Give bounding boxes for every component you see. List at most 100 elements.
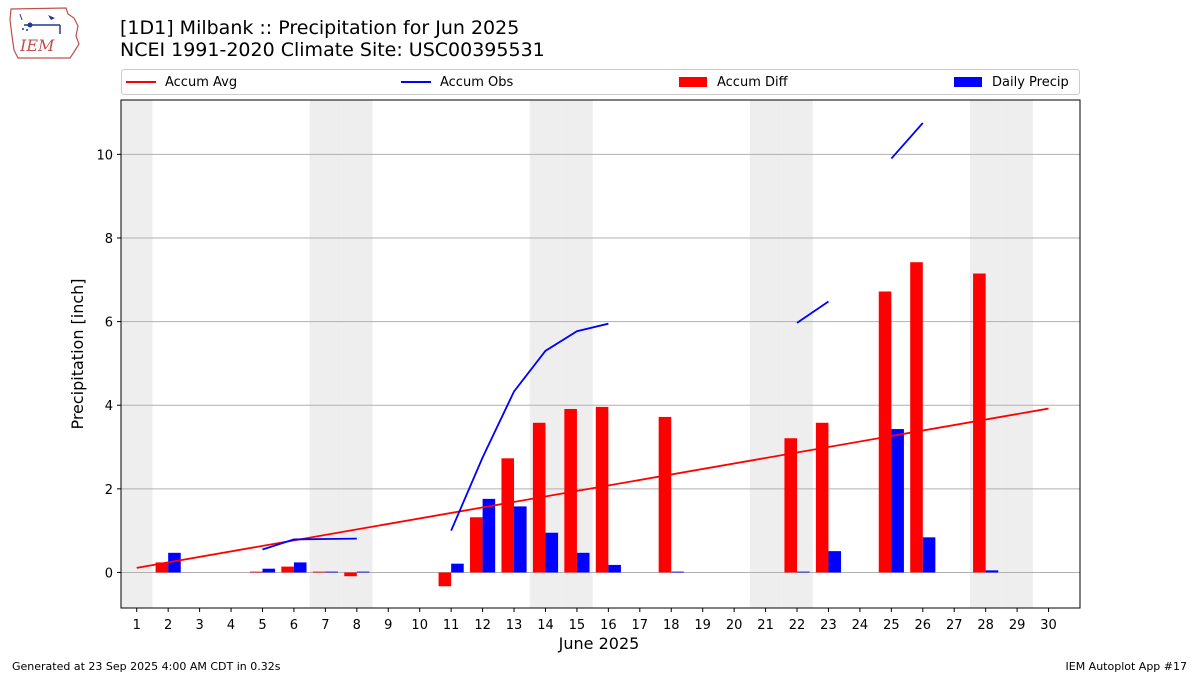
logo-text: IEM xyxy=(19,36,55,55)
legend-label-daily-precip: Daily Precip xyxy=(992,74,1069,90)
x-tick-label: 30 xyxy=(1040,618,1057,633)
accum-obs-line-segment xyxy=(890,122,924,160)
daily-precip-bar xyxy=(482,498,496,573)
x-tick-label: 19 xyxy=(694,618,711,633)
y-tick-label: 0 xyxy=(105,566,113,581)
x-tick-label: 6 xyxy=(290,618,298,633)
daily-precip-bar xyxy=(514,506,527,573)
line-layer xyxy=(136,122,1049,569)
daily-precip-bar xyxy=(576,552,590,573)
x-tick-label: 28 xyxy=(977,618,994,633)
legend-item-accum-obs: Accum Obs xyxy=(401,70,513,94)
legend-label-accum-diff: Accum Diff xyxy=(717,74,788,90)
x-tick-label: 13 xyxy=(506,618,523,633)
bar-layer xyxy=(155,262,999,587)
x-tick-label: 27 xyxy=(946,618,963,633)
accum-diff-bar xyxy=(595,406,609,573)
accum-diff-bar xyxy=(564,408,577,573)
weekend-band xyxy=(121,100,153,608)
weekend-shading-layer xyxy=(121,100,1033,608)
weekend-band xyxy=(309,100,342,608)
daily-precip-bar xyxy=(325,571,338,573)
x-tick-label: 14 xyxy=(537,618,554,633)
daily-precip-bar xyxy=(168,552,181,573)
accum-diff-bar xyxy=(501,458,515,573)
x-tick-label: 7 xyxy=(321,618,329,633)
iem-iowa-logo-icon xyxy=(9,7,80,59)
legend-item-daily-precip: Daily Precip xyxy=(954,70,1069,94)
accum-diff-bar xyxy=(658,416,672,573)
y-tick-label: 10 xyxy=(96,148,113,163)
y-tick-label: 6 xyxy=(105,316,113,331)
daily-precip-bar xyxy=(985,570,999,573)
chart-legend: Accum Avg Accum Obs Accum Diff Daily Pre… xyxy=(121,69,1080,95)
legend-item-accum-avg: Accum Avg xyxy=(126,70,237,94)
accum-diff-bar xyxy=(973,273,986,573)
legend-swatch-accum-diff xyxy=(679,77,707,87)
chart-title: [1D1] Milbank :: Precipitation for Jun 2… xyxy=(120,17,520,39)
weekend-band xyxy=(749,100,782,608)
daily-precip-bar xyxy=(797,571,810,573)
x-tick-label: 12 xyxy=(474,618,491,633)
y-tick-label: 4 xyxy=(105,399,113,414)
daily-precip-bar xyxy=(828,551,842,573)
x-tick-label: 15 xyxy=(569,618,586,633)
x-tick-label: 23 xyxy=(820,618,837,633)
y-axis-label: Precipitation [inch] xyxy=(68,278,87,429)
accum-obs-line-segment xyxy=(796,300,829,324)
accum-diff-bar xyxy=(155,562,169,573)
x-tick-label: 5 xyxy=(258,618,266,633)
daily-precip-bar xyxy=(922,537,936,573)
weekend-band xyxy=(1001,100,1033,608)
legend-swatch-accum-obs xyxy=(401,81,431,83)
accum-diff-bar xyxy=(784,438,798,573)
accum-diff-bar xyxy=(344,572,357,577)
x-tick-label: 4 xyxy=(227,618,235,633)
daily-precip-bar xyxy=(262,568,276,573)
x-tick-label: 26 xyxy=(915,618,932,633)
accum-obs-line-segment xyxy=(450,322,609,532)
x-tick-label: 18 xyxy=(663,618,680,633)
accum-diff-bar xyxy=(438,572,452,587)
legend-swatch-accum-avg xyxy=(126,81,156,83)
x-tick-label: 16 xyxy=(600,618,617,633)
accum-diff-bar xyxy=(249,571,263,573)
x-tick-label: 8 xyxy=(353,618,361,633)
accum-diff-bar xyxy=(281,566,294,573)
x-axis-label: June 2025 xyxy=(558,634,640,653)
y-tick-label: 8 xyxy=(105,232,113,247)
chart-subtitle: NCEI 1991-2020 Climate Site: USC00395531 xyxy=(120,39,545,61)
accum-diff-bar xyxy=(910,262,923,573)
daily-precip-bar xyxy=(451,563,464,573)
x-tick-label: 3 xyxy=(195,618,203,633)
daily-precip-bar xyxy=(891,429,904,573)
footer-app-text: IEM Autoplot App #17 xyxy=(1065,660,1188,673)
daily-precip-bar xyxy=(545,532,559,573)
iem-logo: IEM xyxy=(9,7,80,59)
daily-precip-bar xyxy=(608,564,621,573)
x-tick-label: 22 xyxy=(789,618,806,633)
daily-precip-bar xyxy=(356,571,370,573)
weekend-band xyxy=(341,100,373,608)
legend-swatch-daily-precip xyxy=(954,77,982,87)
accum-diff-bar xyxy=(312,571,326,573)
legend-label-accum-avg: Accum Avg xyxy=(165,74,238,90)
accum-diff-bar xyxy=(815,422,829,573)
x-tick-label: 1 xyxy=(133,618,141,633)
accum-obs-line-segment xyxy=(262,537,357,551)
x-tick-label: 9 xyxy=(384,618,392,633)
x-tick-label: 10 xyxy=(411,618,428,633)
x-tick-label: 2 xyxy=(164,618,172,633)
accum-diff-bar xyxy=(878,291,892,573)
accum-diff-bar xyxy=(470,517,483,573)
x-tick-label: 21 xyxy=(757,618,774,633)
x-tick-label: 24 xyxy=(852,618,869,633)
daily-precip-bar xyxy=(293,562,307,573)
legend-item-accum-diff: Accum Diff xyxy=(679,70,788,94)
x-tick-label: 17 xyxy=(632,618,649,633)
y-tick-label: 2 xyxy=(105,483,113,498)
x-tick-label: 20 xyxy=(726,618,743,633)
legend-label-accum-obs: Accum Obs xyxy=(440,74,514,90)
